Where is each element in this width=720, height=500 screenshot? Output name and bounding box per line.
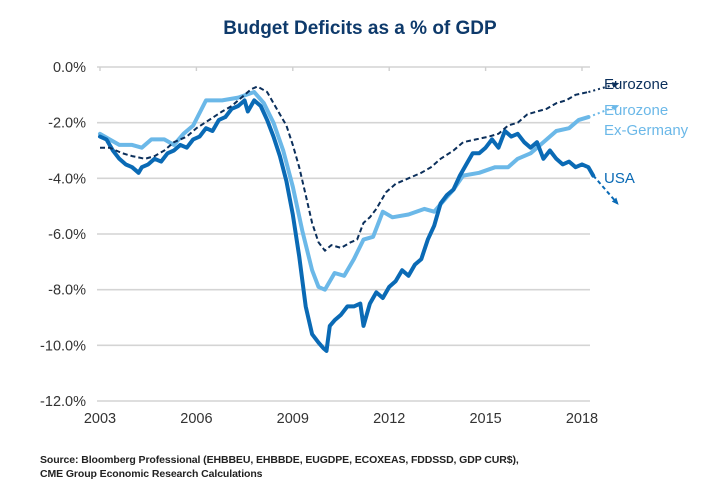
projection-arrow-eurozone — [588, 82, 620, 94]
x-tick-label: 2012 — [373, 411, 405, 427]
legend-label-eurozone-ex-germany-2: Ex-Germany — [604, 122, 689, 139]
legend: Eurozone Eurozone Ex-Germany USA — [604, 76, 689, 187]
source-note: Source: Bloomberg Professional (EHBBEU, … — [40, 453, 519, 481]
projection-arrow-usa — [592, 174, 619, 205]
y-tick-label: -6.0% — [48, 227, 86, 243]
series-line-eurozone — [100, 85, 589, 252]
y-axis-ticks: 0.0% -2.0% -4.0% -6.0% -8.0% -10.0% -12.0% — [40, 60, 86, 410]
series-line-usa — [98, 98, 596, 353]
x-tick-label: 2009 — [277, 411, 309, 427]
projection-arrow-eurozone-ex-germany — [588, 104, 620, 119]
x-tick-label: 2003 — [84, 411, 116, 427]
y-tick-label: -4.0% — [48, 171, 86, 187]
y-tick-label: 0.0% — [53, 60, 86, 76]
source-line-2: CME Group Economic Research Calculations — [40, 468, 263, 480]
series-line-eurozone-ex-germany — [98, 90, 591, 292]
y-tick-label: -2.0% — [48, 116, 86, 132]
y-tick-label: -8.0% — [48, 283, 86, 299]
legend-label-eurozone-ex-germany-1: Eurozone — [604, 102, 668, 119]
x-tick-label: 2015 — [469, 411, 501, 427]
x-tick-label: 2018 — [566, 411, 598, 427]
source-line-1: Source: Bloomberg Professional (EHBBEU, … — [40, 454, 519, 466]
chart-title: Budget Deficits as a % of GDP — [223, 18, 497, 39]
x-tick-label: 2006 — [180, 411, 212, 427]
x-axis-ticks: 2003 2006 2009 2012 2015 2018 — [84, 411, 598, 427]
legend-label-eurozone: Eurozone — [604, 76, 668, 93]
legend-label-usa: USA — [604, 170, 635, 187]
y-tick-label: -12.0% — [40, 394, 86, 410]
series-lines — [98, 82, 620, 353]
y-tick-label: -10.0% — [40, 338, 86, 354]
gridlines — [97, 66, 590, 402]
